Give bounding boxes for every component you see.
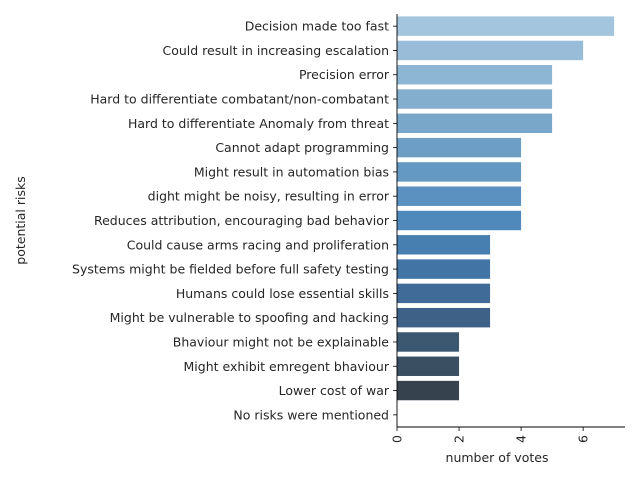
bar	[397, 162, 522, 182]
bar	[397, 356, 460, 376]
y-tick-label: Hard to differentiate combatant/non-comb…	[90, 92, 389, 107]
bar	[397, 186, 522, 206]
bars-group	[397, 16, 615, 401]
x-ticks: 0 2 4 6	[390, 427, 591, 443]
x-tick-label: 0	[390, 435, 405, 443]
y-tick-label: Could result in increasing escalation	[163, 43, 390, 58]
y-tick-label: Might result in automation bias	[194, 164, 389, 179]
x-tick-label: 6	[576, 435, 591, 443]
bar	[397, 283, 491, 304]
y-axis-label: potential risks	[13, 176, 28, 264]
y-tick-label: Lower cost of war	[279, 383, 390, 398]
y-tick-label: Hard to differentiate Anomaly from threa…	[128, 116, 389, 131]
y-tick-label: Decision made too fast	[245, 19, 389, 34]
bar	[397, 380, 460, 401]
bar	[397, 210, 522, 231]
y-tick-label: Humans could lose essential skills	[176, 286, 389, 301]
y-tick-labels: Decision made too fast Could result in in…	[72, 19, 397, 422]
y-tick-label: Bhaviour might not be explainable	[173, 334, 390, 349]
y-tick-label: Precision error	[299, 67, 390, 82]
bar	[397, 332, 460, 352]
y-tick-label: Cannot adapt programming	[215, 140, 389, 155]
bar	[397, 16, 615, 36]
y-tick-label: Reduces attribution, encouraging bad beh…	[94, 213, 390, 228]
y-tick-label: Could cause arms racing and proliferatio…	[127, 237, 389, 252]
y-tick-label: Might be vulnerable to spoofing and hack…	[110, 310, 389, 325]
bar	[397, 40, 584, 61]
bar	[397, 259, 491, 279]
y-tick-label: dight might be noisy, resulting in error	[148, 189, 390, 204]
bar	[397, 235, 491, 255]
y-tick-label: Might exhibit emregent bhaviour	[184, 359, 390, 374]
bar	[397, 89, 553, 109]
y-tick-label: Systems might be fielded before full saf…	[72, 262, 389, 277]
bar	[397, 113, 553, 134]
x-tick-label: 2	[452, 435, 467, 443]
x-axis-label: number of votes	[446, 450, 549, 465]
bar	[397, 137, 522, 158]
bar	[397, 307, 491, 328]
bar	[397, 65, 553, 85]
y-tick-label: No risks were mentioned	[233, 407, 389, 422]
x-tick-label: 4	[514, 435, 529, 443]
